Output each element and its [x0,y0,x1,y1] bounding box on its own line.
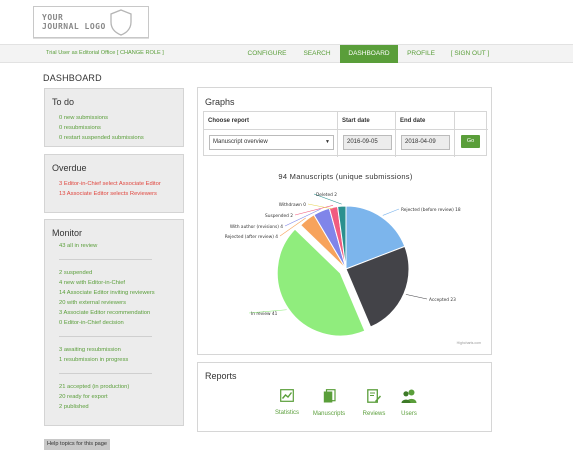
pie-connector [405,294,428,300]
pie-data-label: With author (revisions) 4 [230,224,283,230]
users-icon [401,389,417,403]
reports-title: Reports [205,371,237,381]
monitor-item[interactable]: 21 accepted (in production) [59,384,130,390]
pie-data-label: Rejected (after review) 4 [225,234,279,240]
chevron-down-icon: ▼ [325,139,330,145]
report-select-value: Manuscript overview [213,139,268,145]
go-cell: Go [455,112,488,157]
pie-connector [294,205,334,216]
end-date-header: End date [400,118,426,124]
pie-slice-rejected-before-review[interactable] [345,205,406,270]
pie-connector [307,203,334,210]
overdue-item[interactable]: 13 Associate Editor selects Reviewers [59,191,157,197]
monitor-divider [59,336,152,337]
pie-connector [313,193,342,205]
monitor-item[interactable]: 3 awaiting resubmission [59,347,121,353]
graphs-panel: Graphs Choose report Manuscript overview… [197,87,492,355]
todo-item[interactable]: 0 resubmissions [59,125,101,131]
report-select[interactable]: Manuscript overview ▼ [209,135,334,150]
pie-slice-accepted[interactable] [345,245,410,328]
journal-logo[interactable]: YOUR JOURNAL LOGO [33,6,149,38]
nav-sign-out[interactable]: [ SIGN OUT ] [450,50,490,57]
monitor-panel: Monitor 43 all in review 2 suspended 4 n… [44,219,184,426]
chart-title: 94 Manuscripts (unique submissions) [278,172,413,181]
logo-text: YOUR JOURNAL LOGO [42,13,106,31]
report-filter-table: Choose report Manuscript overview ▼ Star… [203,111,488,157]
monitor-item[interactable]: 0 Editor-in-Chief decision [59,320,124,326]
monitor-item[interactable]: 2 suspended [59,270,93,276]
monitor-item[interactable]: 3 Associate Editor recommendation [59,310,151,316]
nav-profile[interactable]: PROFILE [407,50,435,57]
chart-credits: Highcharts.com [456,341,481,345]
monitor-item[interactable]: 43 all in review [59,243,98,249]
pie-connector [284,208,321,227]
report-reviews-label: Reviews [362,411,386,417]
nav-dashboard[interactable]: DASHBOARD [340,45,398,63]
logo-divider [33,38,149,39]
top-navigation: Trial User as Editorial Office [ CHANGE … [0,44,573,63]
manuscript-pie-chart: Rejected (before review) 18 Accepted 23 In… [225,192,461,337]
monitor-item[interactable]: 2 published [59,404,89,410]
reports-panel: Reports Statistics Manuscripts Reviews [197,362,492,432]
logo-line-1: YOUR [42,13,64,22]
report-manuscripts-label: Manuscripts [312,411,346,417]
review-icon [367,389,381,403]
end-date-cell: End date 2018-04-09 [396,112,455,157]
role-info[interactable]: Trial User as Editorial Office [ CHANGE … [46,50,164,56]
todo-item[interactable]: 0 restart suspended submissions [59,135,144,141]
todo-title: To do [52,97,75,107]
pie-data-label: In review 41 [251,311,278,317]
todo-item[interactable]: 0 new submissions [59,115,108,121]
overdue-panel: Overdue 3 Editor-in-Chief select Associa… [44,154,184,213]
report-manuscripts-link[interactable]: Manuscripts [309,389,349,417]
report-statistics-link[interactable]: Statistics [270,389,304,416]
monitor-item[interactable]: 20 ready for export [59,394,108,400]
monitor-item[interactable]: 1 resubmission in progress [59,357,129,363]
pie-data-label: Accepted 23 [429,297,456,303]
nav-configure[interactable]: CONFIGURE [247,50,287,57]
monitor-item[interactable]: 14 Associate Editor inviting reviewers [59,290,155,296]
pie-connector [279,217,306,237]
report-cell: Choose report Manuscript overview ▼ [204,112,338,157]
overdue-item[interactable]: 3 Editor-in-Chief select Associate Edito… [59,181,161,187]
go-button[interactable]: Go [461,135,480,148]
monitor-divider [59,259,152,260]
chart-icon [280,389,294,402]
start-date-cell: Start date 2016-09-05 [338,112,396,157]
report-statistics-label: Statistics [274,410,299,416]
help-topics-button[interactable]: Help topics for this page [44,439,111,450]
report-users-label: Users [401,411,417,417]
documents-icon [323,389,336,403]
pie-data-label: Deleted 2 [316,192,337,198]
pie-data-label: Suspended 2 [265,213,293,219]
logo-line-2: JOURNAL LOGO [42,22,106,31]
overdue-title: Overdue [52,163,87,173]
pie-slice-in-review[interactable] [276,228,366,337]
pie-slice-deleted[interactable] [337,205,347,270]
todo-panel: To do 0 new submissions 0 resubmissions … [44,88,184,147]
graphs-title: Graphs [205,97,235,107]
shield-icon [110,9,132,36]
monitor-item[interactable]: 4 new with Editor-in-Chief [59,280,126,286]
start-date-header: Start date [342,118,370,124]
monitor-item[interactable]: 20 with external reviewers [59,300,127,306]
end-date-input[interactable]: 2018-04-09 [401,135,450,150]
monitor-title: Monitor [52,228,83,238]
pie-connector [382,208,400,216]
report-header: Choose report [208,118,250,124]
report-users-link[interactable]: Users [394,389,424,417]
report-reviews-link[interactable]: Reviews [357,389,391,417]
filter-header-divider [204,129,488,130]
pie-data-label: Withdrawn 0 [279,202,306,208]
monitor-divider [59,373,152,374]
start-date-input[interactable]: 2016-09-05 [343,135,392,150]
pie-connector [248,309,287,314]
page-title: DASHBOARD [43,73,102,83]
pie-data-label: Rejected (before review) 18 [401,207,461,213]
nav-search[interactable]: SEARCH [303,50,331,57]
